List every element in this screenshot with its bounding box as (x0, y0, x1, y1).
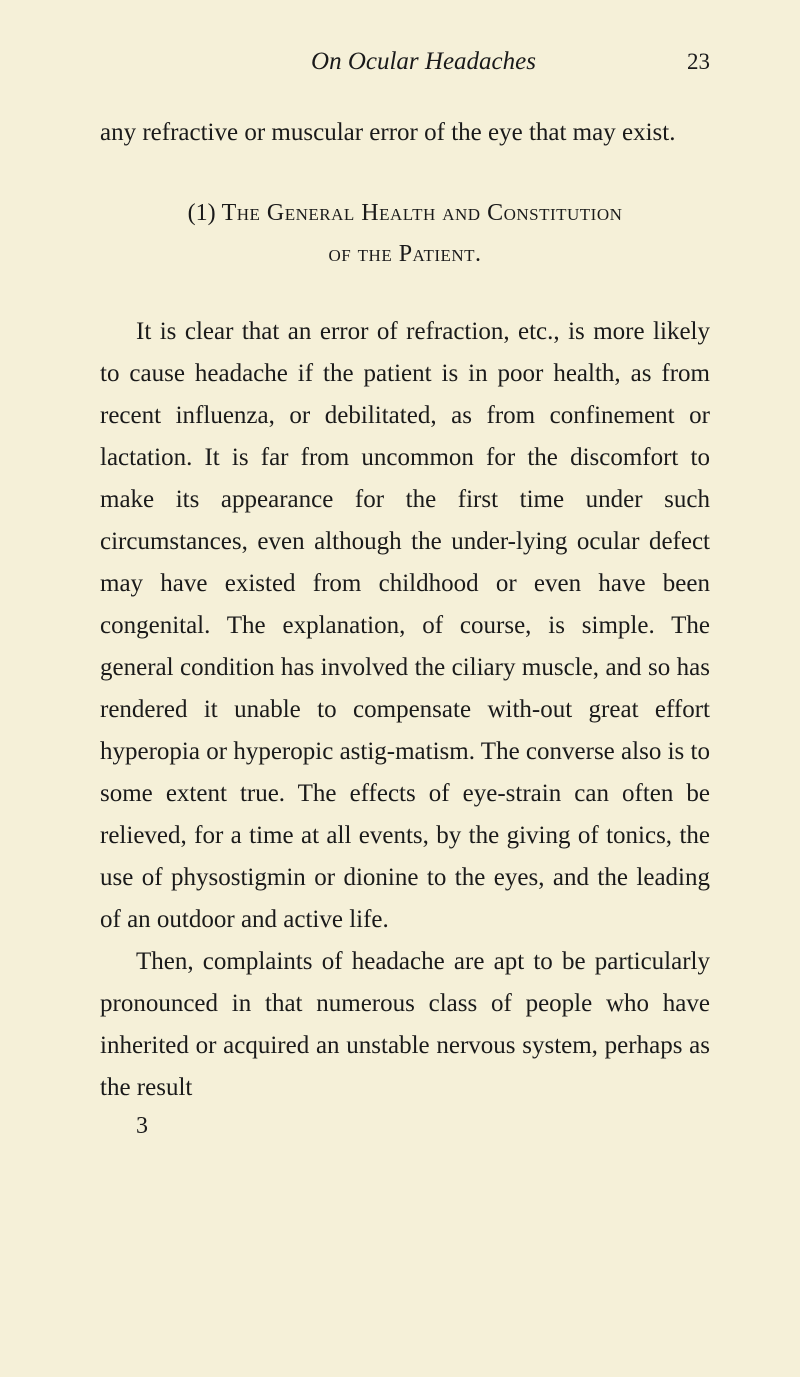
section-title-line1: The General Health and Constitution (222, 200, 623, 226)
section-heading: (1) The General Health and Constitution … (100, 193, 710, 275)
section-number: (1) (188, 200, 216, 226)
body-paragraph-1: It is clear that an error of refraction,… (100, 311, 710, 941)
signature-number: 3 (100, 1113, 710, 1140)
page-number: 23 (687, 49, 710, 75)
section-title-line2: of the Patient. (328, 241, 481, 267)
page-header: On Ocular Headaches 23 (100, 48, 710, 76)
body-paragraph-2: Then, complaints of headache are apt to … (100, 941, 710, 1109)
running-title: On Ocular Headaches (100, 48, 687, 76)
intro-paragraph: any refractive or muscular error of the … (100, 112, 710, 153)
